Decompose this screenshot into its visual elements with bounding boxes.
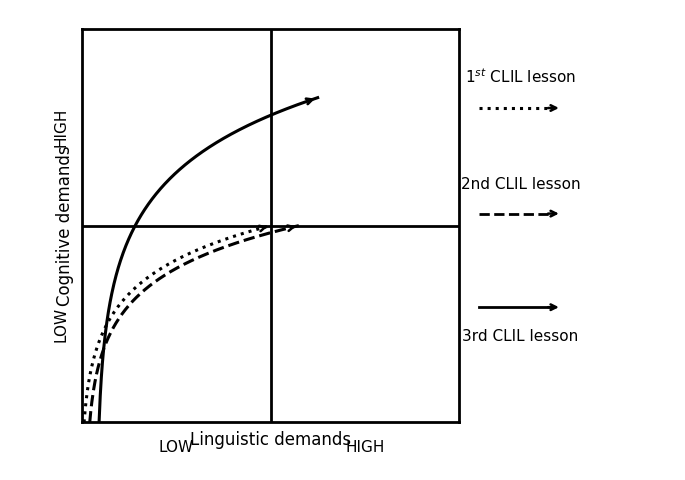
Y-axis label: Cognitive demands: Cognitive demands [56,145,74,306]
X-axis label: Linguistic demands: Linguistic demands [190,431,351,449]
Text: 1$^{st}$ CLIL lesson: 1$^{st}$ CLIL lesson [465,68,576,86]
Text: 2nd CLIL lesson: 2nd CLIL lesson [461,177,580,192]
Text: HIGH: HIGH [53,108,68,147]
Text: LOW: LOW [53,306,68,342]
Text: 3rd CLIL lesson: 3rd CLIL lesson [462,329,579,344]
Text: HIGH: HIGH [345,440,384,455]
Text: LOW: LOW [159,440,194,455]
